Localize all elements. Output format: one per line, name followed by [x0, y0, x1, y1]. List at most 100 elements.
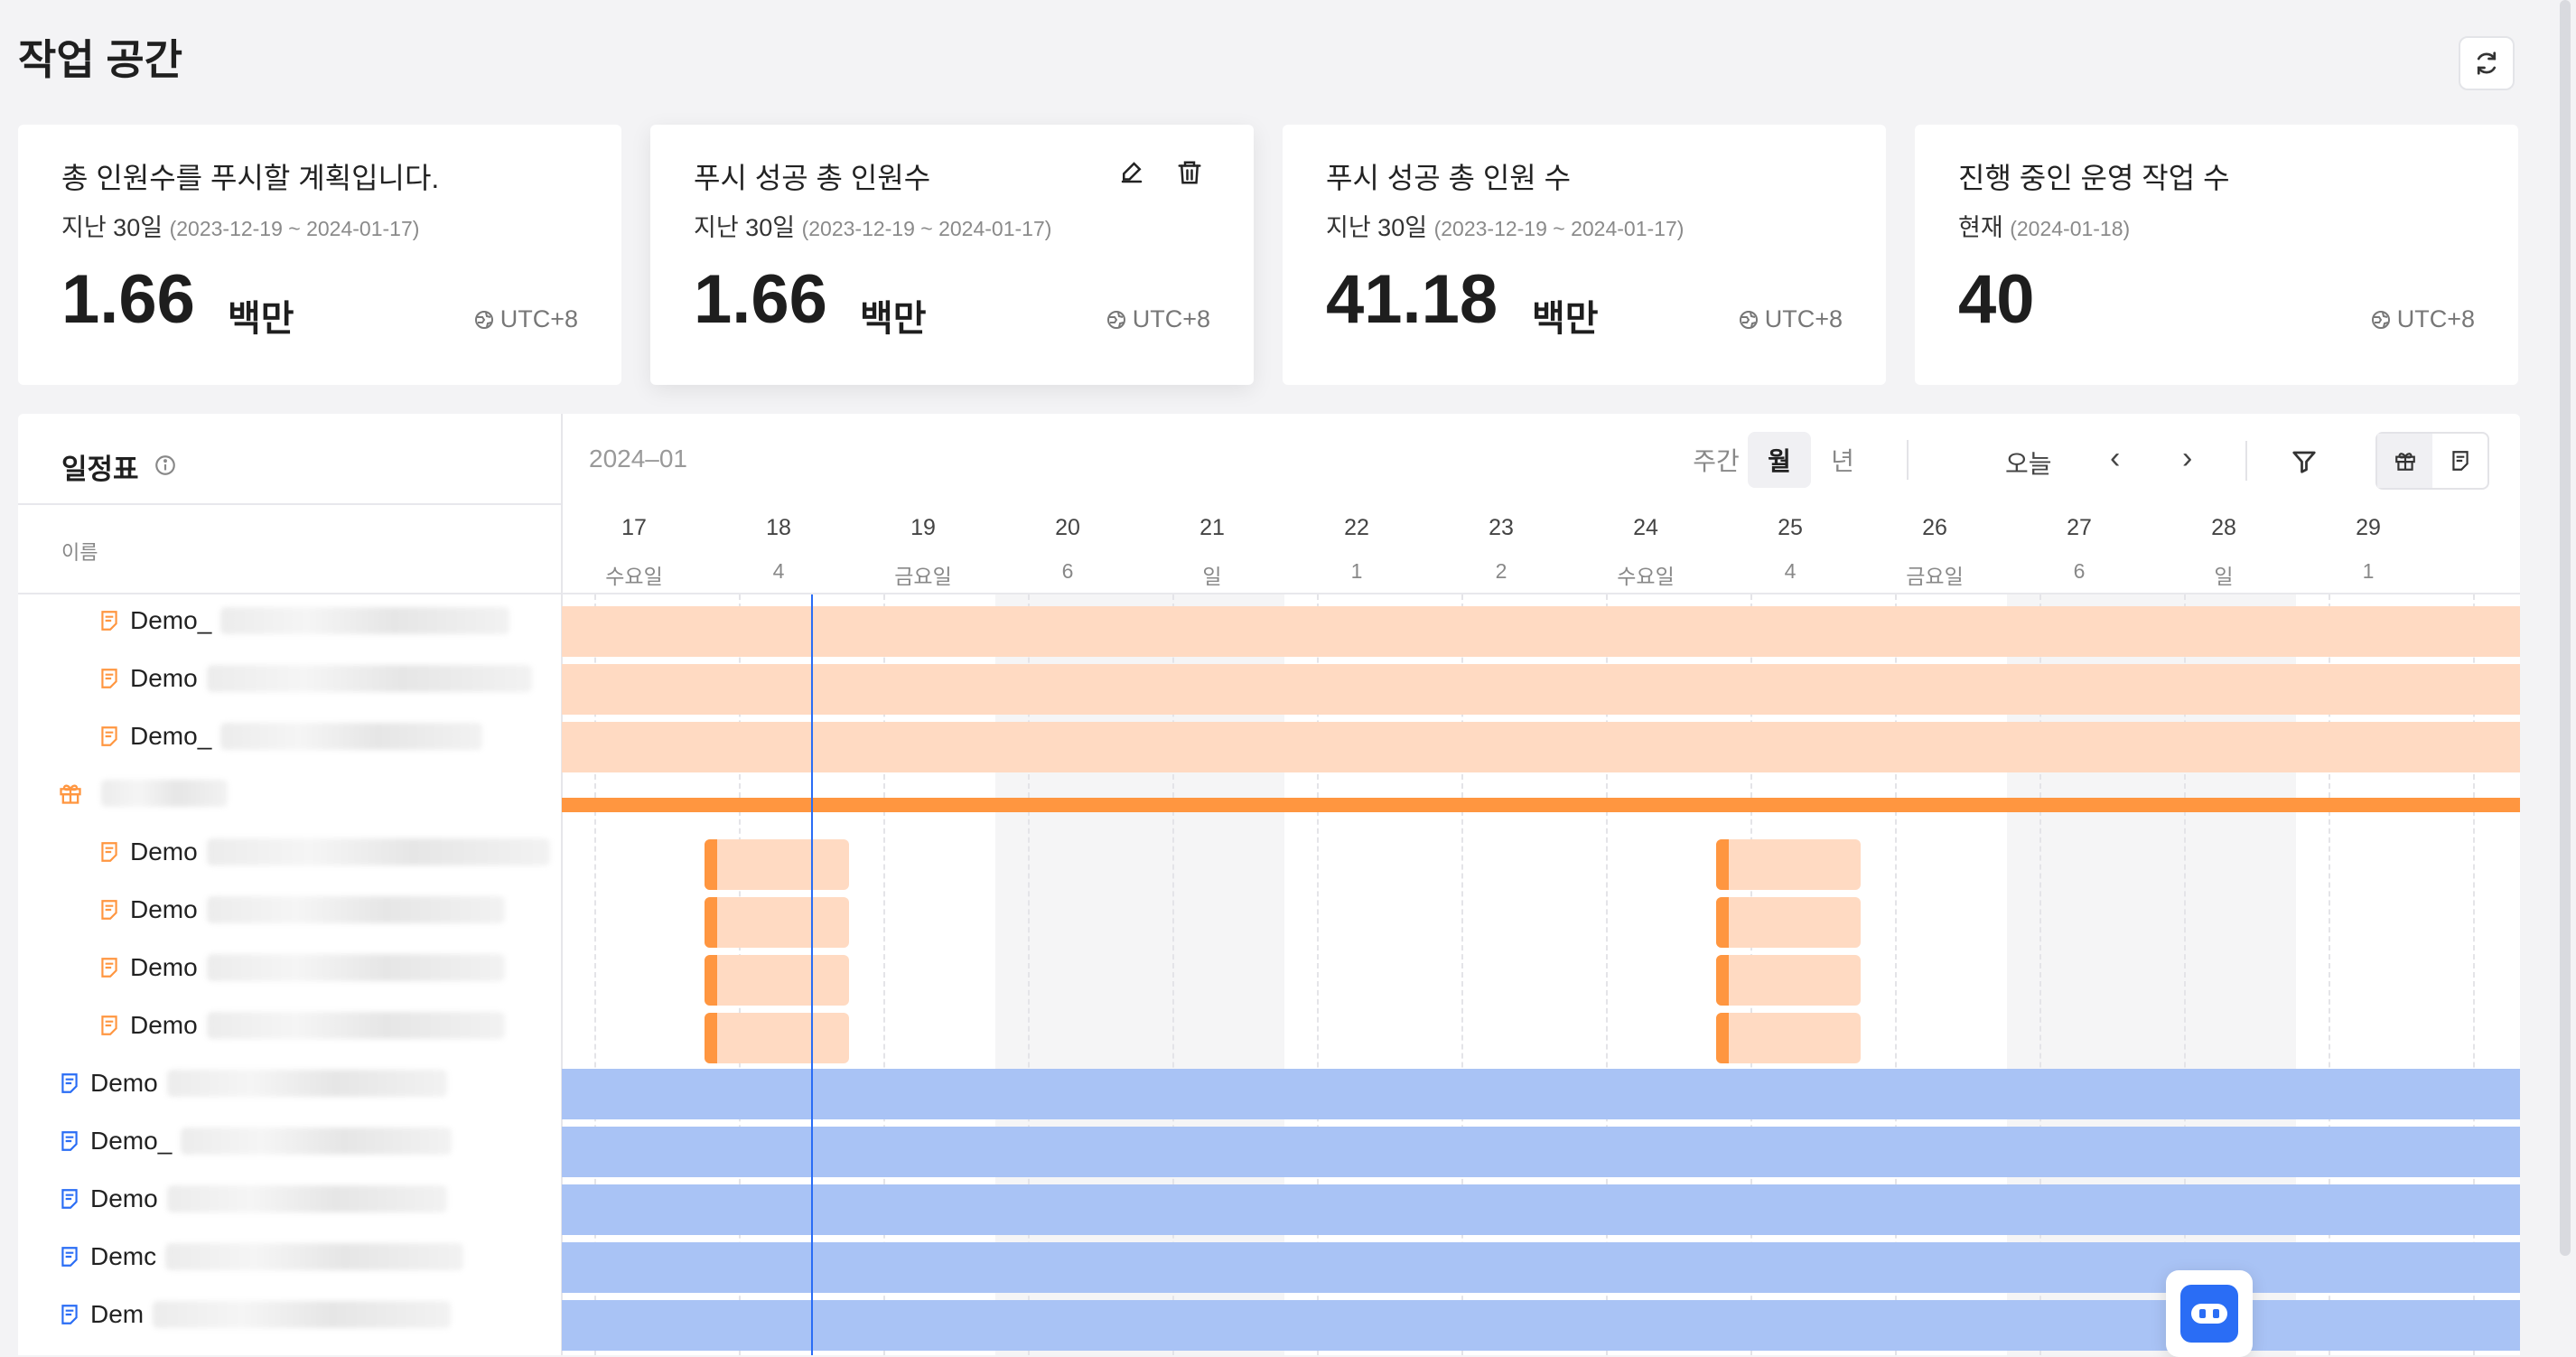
- day-header: 29 1: [2296, 515, 2441, 584]
- day-header: 24 수요일: [1573, 515, 1718, 590]
- task-bar-handle[interactable]: [1716, 839, 1729, 890]
- redacted-name: [165, 1243, 464, 1270]
- task-bar[interactable]: [705, 839, 849, 890]
- schedule-task-row[interactable]: Demo: [58, 1184, 447, 1213]
- grid-line: [1028, 594, 1030, 1355]
- edit-icon[interactable]: [1118, 159, 1145, 186]
- schedule-panel: 일정표 이름 Demo_ Demo Demo_ Demo Demo Demo Demo Dem…: [18, 414, 2520, 1355]
- task-bar-handle[interactable]: [705, 955, 717, 1006]
- grid-line: [2184, 594, 2186, 1355]
- document-icon: [101, 1015, 117, 1035]
- schedule-task-row[interactable]: Demo: [98, 953, 505, 982]
- redacted-name: [206, 665, 532, 692]
- view-year-option[interactable]: 년: [1831, 447, 1854, 475]
- task-bar-handle[interactable]: [1716, 1013, 1729, 1063]
- today-button[interactable]: 오늘: [2005, 450, 2052, 478]
- task-bar[interactable]: [705, 1013, 849, 1063]
- schedule-task-row[interactable]: Demo: [98, 1011, 505, 1040]
- day-number: 23: [1489, 515, 1514, 540]
- redacted-name: [206, 838, 550, 866]
- info-icon[interactable]: [154, 454, 177, 477]
- document-icon: [101, 842, 117, 862]
- task-bar-handle[interactable]: [705, 839, 717, 890]
- card-timezone: UTC+8: [473, 305, 578, 333]
- row-label: Demo: [90, 1069, 158, 1097]
- gift-view-button[interactable]: [2377, 434, 2432, 488]
- row-label: Demo_: [130, 606, 212, 634]
- filter-icon[interactable]: [2291, 448, 2318, 475]
- task-bar-handle[interactable]: [1716, 955, 1729, 1006]
- stat-card-success: 푸시 성공 총 인원수 지난 30일 (2023-12-19 ~ 2024-01…: [650, 125, 1254, 385]
- day-header: 17 수요일: [562, 515, 706, 590]
- day-header: 23 2: [1429, 515, 1573, 584]
- task-bar-handle[interactable]: [705, 1013, 717, 1063]
- schedule-task-row[interactable]: Demo_: [58, 1127, 453, 1156]
- redacted-name: [101, 780, 228, 807]
- current-month: 2024–01: [589, 445, 688, 473]
- divider: [1907, 440, 1909, 480]
- refresh-icon: [2477, 51, 2497, 75]
- task-bar[interactable]: [562, 1127, 2520, 1177]
- weekday-label: 일: [1202, 565, 1222, 588]
- group-bar[interactable]: [562, 798, 2520, 812]
- day-header: 28 일: [2151, 515, 2296, 590]
- day-number: 20: [1055, 515, 1080, 540]
- weekday-label: 4: [772, 559, 785, 583]
- view-week-option[interactable]: 주간: [1693, 447, 1740, 475]
- gift-icon: [60, 784, 81, 804]
- refresh-button[interactable]: [2459, 36, 2515, 90]
- redacted-name: [220, 723, 483, 750]
- task-bar[interactable]: [562, 664, 2520, 715]
- page-scrollbar[interactable]: [2560, 0, 2571, 1256]
- day-number: 25: [1778, 515, 1803, 540]
- schedule-task-row[interactable]: Demo_: [98, 722, 483, 751]
- row-label: Demo: [130, 895, 198, 923]
- grid-line: [883, 594, 885, 1355]
- task-bar[interactable]: [1716, 897, 1861, 948]
- document-icon: [61, 1247, 78, 1267]
- schedule-group-row[interactable]: [58, 780, 228, 807]
- grid-line: [1606, 594, 1608, 1355]
- day-header: 21 일: [1140, 515, 1284, 590]
- redacted-name: [206, 896, 505, 923]
- view-month-option[interactable]: 월: [1748, 432, 1811, 488]
- schedule-task-row[interactable]: Demo: [98, 895, 505, 924]
- divider: [562, 593, 2520, 594]
- task-bar[interactable]: [562, 1184, 2520, 1235]
- task-bar-handle[interactable]: [705, 897, 717, 948]
- task-bar[interactable]: [705, 897, 849, 948]
- task-bar[interactable]: [1716, 955, 1861, 1006]
- doc-view-button[interactable]: [2432, 434, 2487, 488]
- delete-icon[interactable]: [1176, 159, 1203, 186]
- schedule-task-row[interactable]: Dem: [58, 1300, 452, 1329]
- task-bar[interactable]: [562, 1069, 2520, 1119]
- task-bar[interactable]: [562, 606, 2520, 657]
- globe-icon: [1106, 310, 1125, 329]
- task-bar[interactable]: [705, 955, 849, 1006]
- stat-card-ops-tasks: 진행 중인 운영 작업 수 현재 (2024-01-18) 40 UTC+8: [1915, 125, 2518, 385]
- globe-icon: [2371, 310, 2390, 329]
- globe-icon: [474, 310, 493, 329]
- grid-line: [1895, 594, 1897, 1355]
- next-button[interactable]: ›: [2182, 441, 2193, 475]
- schedule-task-row[interactable]: Demo_: [98, 606, 510, 635]
- task-bar[interactable]: [562, 722, 2520, 772]
- card-timezone: UTC+8: [2370, 305, 2475, 333]
- schedule-task-row[interactable]: Demo: [98, 664, 532, 693]
- schedule-task-row[interactable]: Demo: [98, 838, 550, 866]
- assistant-button[interactable]: [2166, 1270, 2253, 1357]
- task-bar-handle[interactable]: [1716, 897, 1729, 948]
- row-label: Demo: [130, 953, 198, 981]
- prev-button[interactable]: ‹: [2110, 441, 2121, 475]
- day-number: 28: [2211, 515, 2236, 540]
- schedule-task-row[interactable]: Demo: [58, 1069, 447, 1098]
- divider: [2245, 441, 2247, 481]
- task-bar[interactable]: [1716, 1013, 1861, 1063]
- document-icon: [101, 669, 117, 688]
- card-title: 푸시 성공 총 인원 수: [1326, 162, 1572, 194]
- task-bar[interactable]: [1716, 839, 1861, 890]
- day-number: 24: [1633, 515, 1658, 540]
- grid-line: [2039, 594, 2041, 1355]
- card-period: 지난 30일 (2023-12-19 ~ 2024-01-17): [1326, 214, 1685, 241]
- schedule-task-row[interactable]: Demc: [58, 1242, 464, 1271]
